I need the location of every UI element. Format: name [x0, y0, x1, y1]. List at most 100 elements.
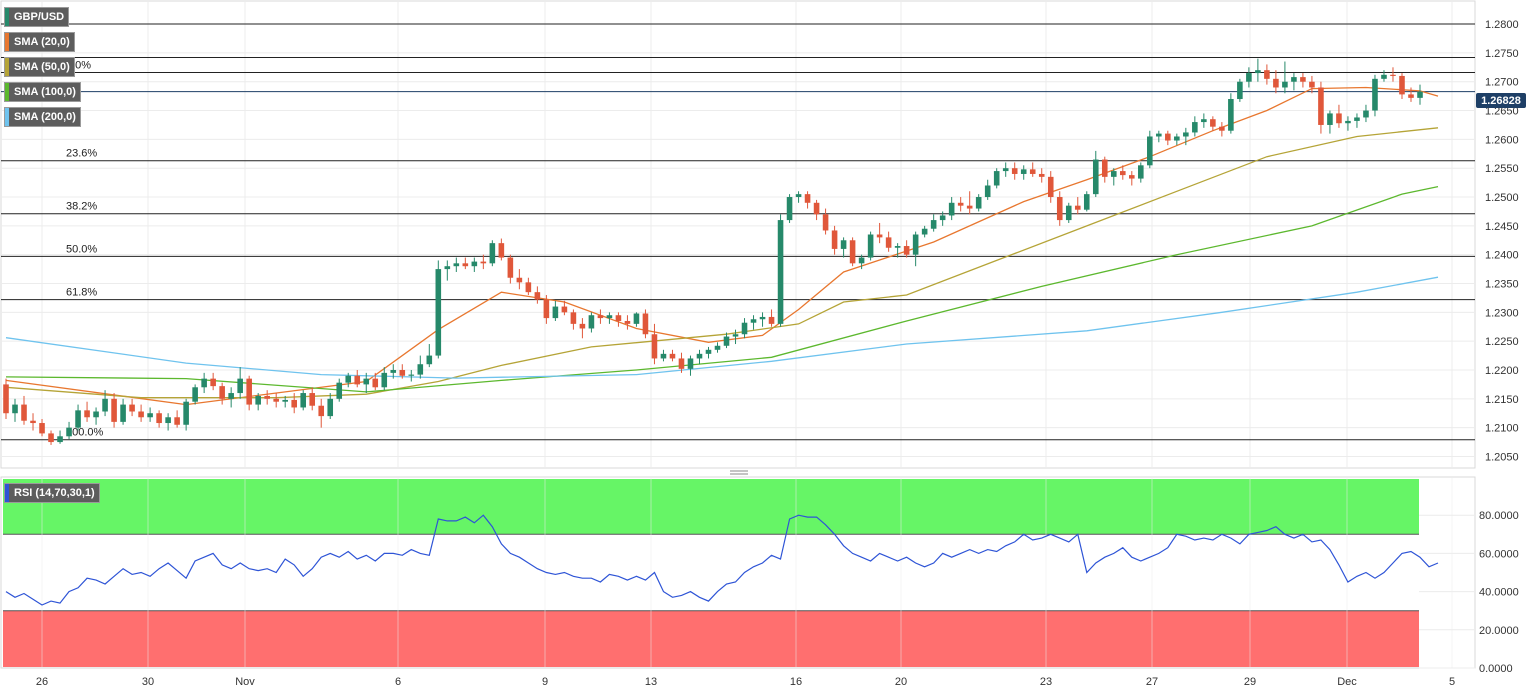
candle-body	[1408, 94, 1414, 98]
candle-body	[39, 423, 45, 434]
candle-body	[156, 413, 162, 424]
legend-sma50[interactable]: SMA (50,0)	[4, 57, 75, 77]
candle-body	[984, 185, 991, 198]
candle-body	[795, 194, 802, 198]
candle-body	[30, 420, 36, 424]
candle-body	[1399, 75, 1405, 95]
candle-body	[165, 417, 171, 424]
price-tick-label: 1.2550	[1485, 163, 1519, 175]
candle-body	[1381, 74, 1387, 79]
sma200-label: SMA (200,0)	[14, 111, 76, 123]
candle-body	[201, 378, 207, 388]
candle-body	[471, 261, 478, 267]
candle-body	[885, 237, 892, 248]
candle-body	[1219, 126, 1225, 131]
candle-body	[678, 358, 685, 369]
candle-body	[1119, 171, 1126, 176]
candle-body	[1309, 81, 1315, 88]
time-tick-label: Dec	[1337, 676, 1357, 688]
candle-body	[318, 405, 325, 417]
candlesticks	[3, 58, 1423, 445]
candle-body	[858, 257, 865, 264]
price-tick-label: 1.2100	[1485, 423, 1519, 435]
candle-body	[147, 413, 153, 418]
rsi-tick-label: 0.0000	[1479, 663, 1513, 675]
candle-body	[192, 387, 198, 402]
candle-body	[1210, 119, 1216, 127]
candle-body	[3, 384, 9, 414]
candle-body	[327, 398, 334, 417]
candle-body	[354, 375, 361, 385]
symbol-label: GBP/USD	[14, 11, 65, 23]
price-tick-label: 1.2450	[1485, 221, 1519, 233]
rsi-axis[interactable]: 80.0000 60.0000 40.0000 20.0000 0.0000	[1479, 510, 1519, 675]
time-tick-label: 30	[142, 676, 154, 688]
candle-body	[597, 315, 604, 319]
candle-body	[363, 378, 370, 385]
time-tick-label: 5	[1449, 676, 1455, 688]
candle-body	[570, 312, 577, 324]
candle-body	[966, 205, 973, 209]
candle-body	[867, 234, 874, 258]
candle-body	[462, 263, 469, 267]
candle-body	[705, 349, 712, 354]
sma20-swatch	[5, 33, 9, 51]
price-tick-label: 1.2300	[1485, 307, 1519, 319]
time-tick-label: 27	[1146, 676, 1158, 688]
candle-body	[831, 230, 838, 249]
candle-body	[687, 358, 694, 369]
candle-body	[624, 320, 631, 324]
candle-body	[372, 378, 379, 388]
candle-body	[1183, 132, 1189, 137]
candle-body	[633, 313, 640, 324]
price-axis[interactable]: 1.2800 1.2750 1.2700 1.2650 1.2600 1.2550 1.25…	[1485, 19, 1519, 463]
candle-body	[435, 269, 442, 356]
legend-sma200[interactable]: SMA (200,0)	[4, 107, 81, 127]
legend-sma20[interactable]: SMA (20,0)	[4, 32, 75, 52]
candle-body	[1336, 113, 1342, 124]
candle-body	[282, 399, 288, 402]
candle-body	[1300, 77, 1306, 82]
candle-body	[507, 257, 514, 278]
legend-rsi[interactable]: RSI (14,70,30,1)	[4, 483, 100, 503]
candle-body	[1165, 133, 1171, 141]
candle-body	[615, 315, 622, 321]
candle-body	[1390, 74, 1396, 76]
oversold-zone	[3, 610, 1419, 667]
candle-body	[975, 197, 982, 209]
candle-body	[642, 313, 649, 335]
legend-symbol[interactable]: GBP/USD	[4, 7, 70, 27]
price-tick-label: 1.2500	[1485, 192, 1519, 204]
candle-body	[903, 246, 910, 255]
candle-body	[102, 398, 108, 412]
candle-body	[948, 202, 955, 216]
candle-body	[1273, 78, 1279, 88]
candle-body	[66, 427, 72, 437]
candle-body	[840, 240, 847, 249]
candle-body	[939, 215, 946, 221]
candle-body	[1291, 77, 1297, 82]
candle-body	[246, 378, 252, 405]
time-tick-label: 16	[790, 676, 802, 688]
sma20-line	[5, 86, 1439, 406]
candle-body	[75, 410, 81, 428]
symbol-swatch	[5, 8, 9, 26]
time-axis[interactable]: 26 30 Nov 6 9 13 16 20 23 27 29 Dec 5	[36, 676, 1455, 688]
time-tick-label: 6	[395, 676, 401, 688]
candle-body	[1011, 168, 1018, 174]
candle-body	[381, 372, 388, 388]
panel-resize-handle[interactable]	[730, 470, 748, 475]
candle-body	[444, 266, 451, 270]
candle-body	[1255, 70, 1261, 74]
candle-body	[93, 411, 99, 418]
candle-body	[219, 386, 225, 399]
current-price-tag: 1.26828	[1476, 93, 1526, 108]
candle-body	[426, 355, 433, 365]
price-tick-label: 1.2250	[1485, 336, 1519, 348]
candle-body	[957, 202, 964, 206]
fib-label: 38.2%	[66, 201, 97, 213]
price-tick-label: 1.2400	[1485, 250, 1519, 262]
legend-sma100[interactable]: SMA (100,0)	[4, 82, 81, 102]
